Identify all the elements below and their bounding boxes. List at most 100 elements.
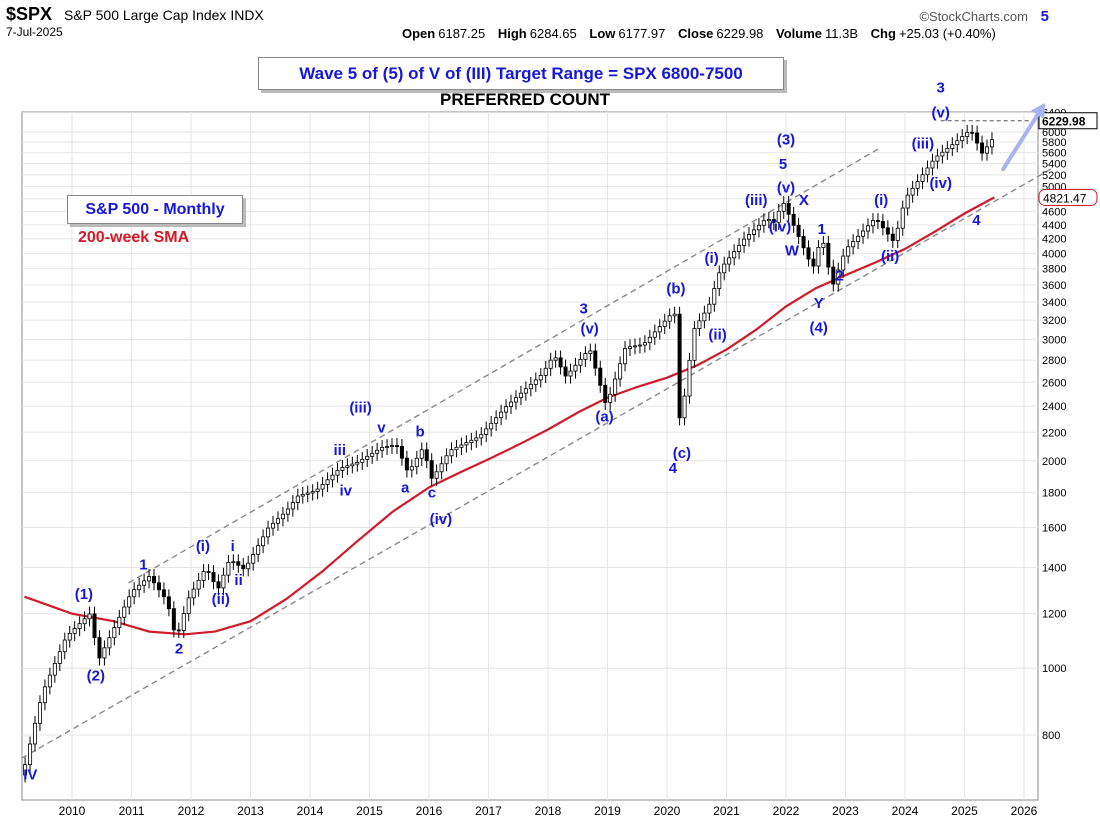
bar-body bbox=[732, 251, 737, 259]
bar-body bbox=[380, 447, 385, 451]
wave-label: 1 bbox=[818, 221, 826, 238]
y-tick-label: 3000 bbox=[1042, 334, 1066, 346]
bar-body bbox=[57, 651, 62, 664]
bar-body bbox=[816, 247, 821, 267]
bar-body bbox=[77, 623, 82, 629]
wave-label: (4) bbox=[810, 320, 828, 337]
bar-body bbox=[181, 613, 186, 631]
bar-body bbox=[548, 359, 553, 369]
bar-body bbox=[965, 131, 970, 137]
bar-body bbox=[791, 213, 796, 226]
bar-body bbox=[930, 160, 935, 169]
bar-body bbox=[751, 229, 756, 235]
bar-body bbox=[360, 459, 365, 463]
bar-body bbox=[419, 449, 424, 459]
bar-body bbox=[861, 230, 866, 237]
bar-body bbox=[370, 452, 375, 457]
bar-body bbox=[330, 474, 335, 481]
wave-label: ii bbox=[234, 572, 242, 589]
bar-body bbox=[206, 571, 211, 573]
bar-body bbox=[702, 312, 707, 322]
bar-body bbox=[866, 225, 871, 232]
bar-body bbox=[290, 502, 295, 510]
x-tick-label: 2017 bbox=[475, 804, 502, 818]
y-tick-label: 800 bbox=[1042, 730, 1060, 742]
bar-body bbox=[300, 493, 305, 497]
bar-body bbox=[613, 378, 618, 395]
bar-body bbox=[385, 446, 390, 448]
y-tick-label: 1800 bbox=[1042, 487, 1066, 499]
wave-label: a bbox=[401, 479, 410, 496]
bar-body bbox=[806, 247, 811, 260]
wave-label: (iii) bbox=[912, 135, 935, 152]
bar-body bbox=[523, 388, 528, 394]
x-tick-label: 2019 bbox=[594, 804, 621, 818]
y-tick-label: 2200 bbox=[1042, 427, 1066, 439]
wave-label: c bbox=[428, 484, 436, 501]
brand-watermark: ©StockCharts.com bbox=[919, 9, 1028, 24]
bar-body bbox=[737, 244, 742, 252]
bar-body bbox=[271, 522, 276, 529]
bar-body bbox=[826, 242, 831, 268]
bar-body bbox=[484, 428, 489, 435]
bar-body bbox=[355, 461, 360, 465]
bar-body bbox=[444, 455, 449, 465]
bar-body bbox=[127, 596, 132, 608]
bar-body bbox=[593, 350, 598, 369]
bar-body bbox=[251, 554, 256, 564]
sma-value: 4821.47 bbox=[1043, 191, 1087, 205]
bar-body bbox=[747, 234, 752, 240]
wave-label: IV bbox=[23, 766, 37, 783]
wave-label: 4 bbox=[669, 460, 678, 477]
bar-body bbox=[603, 384, 608, 403]
bar-body bbox=[717, 272, 722, 289]
y-tick-label: 5600 bbox=[1042, 148, 1066, 160]
bar-body bbox=[533, 379, 538, 385]
volume-label: Volume bbox=[776, 26, 823, 41]
trend-channels bbox=[21, 146, 1052, 759]
wave-label: (c) bbox=[673, 445, 691, 462]
bar-body bbox=[707, 303, 712, 314]
y-tick-label: 2800 bbox=[1042, 355, 1066, 367]
volume-value: 11.3B bbox=[825, 26, 859, 41]
bar-body bbox=[280, 513, 285, 520]
bar-body bbox=[156, 582, 161, 591]
exchange-code: INDX bbox=[230, 7, 264, 23]
x-axis: 2010 2011 2012 2013 2014 2015 2016 2017 2018 2019… bbox=[59, 804, 1038, 818]
bar-body bbox=[925, 167, 930, 176]
projection-arrow-head bbox=[1030, 103, 1046, 120]
sma-line bbox=[24, 196, 995, 636]
wave-label: b bbox=[415, 423, 424, 440]
bar-body bbox=[221, 574, 226, 589]
bar-body bbox=[23, 764, 28, 776]
bar-body bbox=[72, 628, 77, 634]
open-label: Open bbox=[402, 26, 436, 41]
bar-body bbox=[985, 146, 990, 154]
bar-body bbox=[598, 367, 603, 386]
bar-body bbox=[662, 320, 667, 327]
legend-monthly: S&P 500 - Monthly bbox=[67, 195, 243, 224]
bar-body bbox=[950, 144, 955, 149]
bar-body bbox=[682, 395, 687, 419]
bar-body bbox=[82, 618, 87, 625]
bar-body bbox=[375, 449, 380, 454]
bar-body bbox=[543, 367, 548, 376]
bar-body bbox=[42, 686, 47, 704]
wave-label: iii bbox=[333, 442, 346, 459]
y-tick-label: 4600 bbox=[1042, 207, 1066, 219]
wave-label: Y bbox=[814, 295, 824, 312]
wave-label: 3 bbox=[580, 301, 588, 318]
y-tick-label: 3800 bbox=[1042, 264, 1066, 276]
x-tick-label: 2026 bbox=[1011, 804, 1038, 818]
y-tick-label: 5200 bbox=[1042, 170, 1066, 182]
wave-label: (ii) bbox=[881, 248, 899, 265]
bar-body bbox=[62, 639, 67, 653]
wave-label: (v) bbox=[932, 104, 950, 121]
bar-body bbox=[563, 366, 568, 377]
x-tick-label: 2012 bbox=[178, 804, 205, 818]
close-value: 6229.98 bbox=[716, 26, 764, 41]
bar-body bbox=[147, 576, 152, 582]
bar-body bbox=[97, 637, 102, 659]
wave-label: X bbox=[799, 192, 809, 209]
